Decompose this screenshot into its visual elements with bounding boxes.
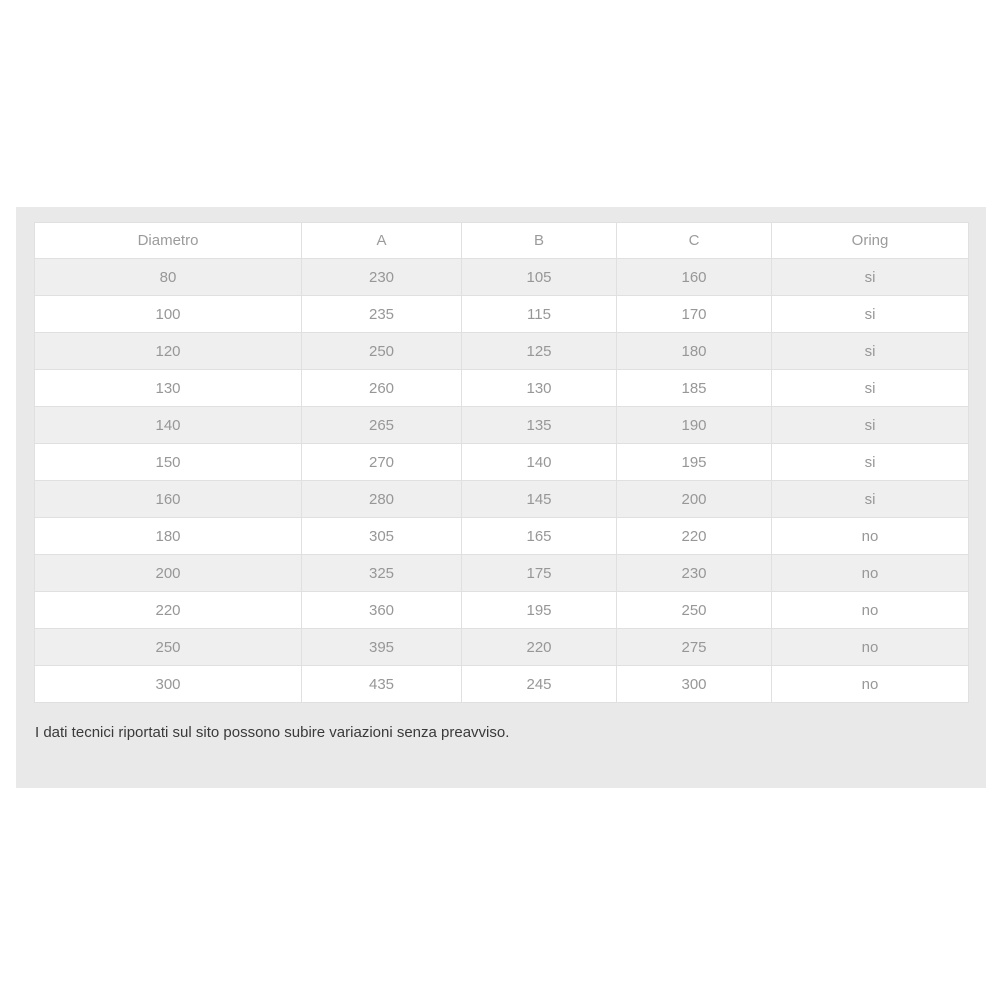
table-cell: 200 — [616, 480, 772, 518]
table-row: 120 250 125 180 si — [34, 332, 969, 370]
column-header-a: A — [301, 222, 462, 259]
column-header-c: C — [616, 222, 772, 259]
table-row: 200 325 175 230 no — [34, 554, 969, 592]
table-cell: 235 — [301, 295, 462, 333]
table-cell: si — [771, 480, 969, 518]
table-cell: 160 — [34, 480, 302, 518]
table-cell: 305 — [301, 517, 462, 555]
table-cell: 250 — [616, 591, 772, 629]
table-cell: 230 — [301, 258, 462, 296]
table-cell: si — [771, 295, 969, 333]
table-cell: 170 — [616, 295, 772, 333]
table-cell: 195 — [461, 591, 617, 629]
table-cell: 220 — [616, 517, 772, 555]
table-cell: 220 — [34, 591, 302, 629]
table-cell: 130 — [34, 369, 302, 407]
table-cell: 300 — [616, 665, 772, 703]
table-cell: 300 — [34, 665, 302, 703]
table-row: 160 280 145 200 si — [34, 480, 969, 518]
column-header-diametro: Diametro — [34, 222, 302, 259]
spec-table: Diametro A B C Oring 80 230 105 160 si 100 235 115 1… — [34, 222, 969, 703]
table-cell: 145 — [461, 480, 617, 518]
table-cell: no — [771, 554, 969, 592]
table-cell: 100 — [34, 295, 302, 333]
table-cell: si — [771, 258, 969, 296]
table-row: 130 260 130 185 si — [34, 369, 969, 407]
table-cell: 80 — [34, 258, 302, 296]
table-cell: 105 — [461, 258, 617, 296]
table-cell: 270 — [301, 443, 462, 481]
content-panel: Diametro A B C Oring 80 230 105 160 si 100 235 115 1… — [16, 207, 986, 788]
table-row: 150 270 140 195 si — [34, 443, 969, 481]
table-cell: 275 — [616, 628, 772, 666]
table-row: 100 235 115 170 si — [34, 295, 969, 333]
table-cell: 265 — [301, 406, 462, 444]
table-cell: 395 — [301, 628, 462, 666]
table-cell: 185 — [616, 369, 772, 407]
table-cell: 175 — [461, 554, 617, 592]
table-cell: 250 — [34, 628, 302, 666]
table-cell: si — [771, 369, 969, 407]
table-cell: 130 — [461, 369, 617, 407]
spec-table-header: Diametro A B C Oring — [34, 222, 969, 259]
table-cell: 120 — [34, 332, 302, 370]
table-cell: 190 — [616, 406, 772, 444]
table-cell: si — [771, 443, 969, 481]
table-cell: si — [771, 332, 969, 370]
table-cell: 325 — [301, 554, 462, 592]
table-cell: no — [771, 665, 969, 703]
table-cell: 250 — [301, 332, 462, 370]
disclaimer-text: I dati tecnici riportati sul sito posson… — [35, 724, 510, 741]
table-row: 80 230 105 160 si — [34, 258, 969, 296]
table-cell: 115 — [461, 295, 617, 333]
header-row: Diametro A B C Oring — [34, 222, 969, 259]
table-cell: no — [771, 591, 969, 629]
table-cell: si — [771, 406, 969, 444]
table-row: 220 360 195 250 no — [34, 591, 969, 629]
table-cell: 140 — [34, 406, 302, 444]
table-cell: 230 — [616, 554, 772, 592]
spec-table-body: 80 230 105 160 si 100 235 115 170 si 120 250 125 180 s… — [34, 258, 969, 703]
table-cell: 135 — [461, 406, 617, 444]
table-cell: 200 — [34, 554, 302, 592]
table-cell: 280 — [301, 480, 462, 518]
table-cell: 180 — [34, 517, 302, 555]
table-cell: 245 — [461, 665, 617, 703]
table-cell: 150 — [34, 443, 302, 481]
table-cell: 165 — [461, 517, 617, 555]
table-cell: 160 — [616, 258, 772, 296]
table-row: 300 435 245 300 no — [34, 665, 969, 703]
table-cell: no — [771, 628, 969, 666]
table-row: 250 395 220 275 no — [34, 628, 969, 666]
table-cell: 435 — [301, 665, 462, 703]
column-header-b: B — [461, 222, 617, 259]
table-cell: 140 — [461, 443, 617, 481]
table-cell: 260 — [301, 369, 462, 407]
table-cell: no — [771, 517, 969, 555]
table-cell: 195 — [616, 443, 772, 481]
column-header-oring: Oring — [771, 222, 969, 259]
table-cell: 180 — [616, 332, 772, 370]
table-row: 140 265 135 190 si — [34, 406, 969, 444]
table-cell: 125 — [461, 332, 617, 370]
table-cell: 220 — [461, 628, 617, 666]
table-row: 180 305 165 220 no — [34, 517, 969, 555]
table-cell: 360 — [301, 591, 462, 629]
